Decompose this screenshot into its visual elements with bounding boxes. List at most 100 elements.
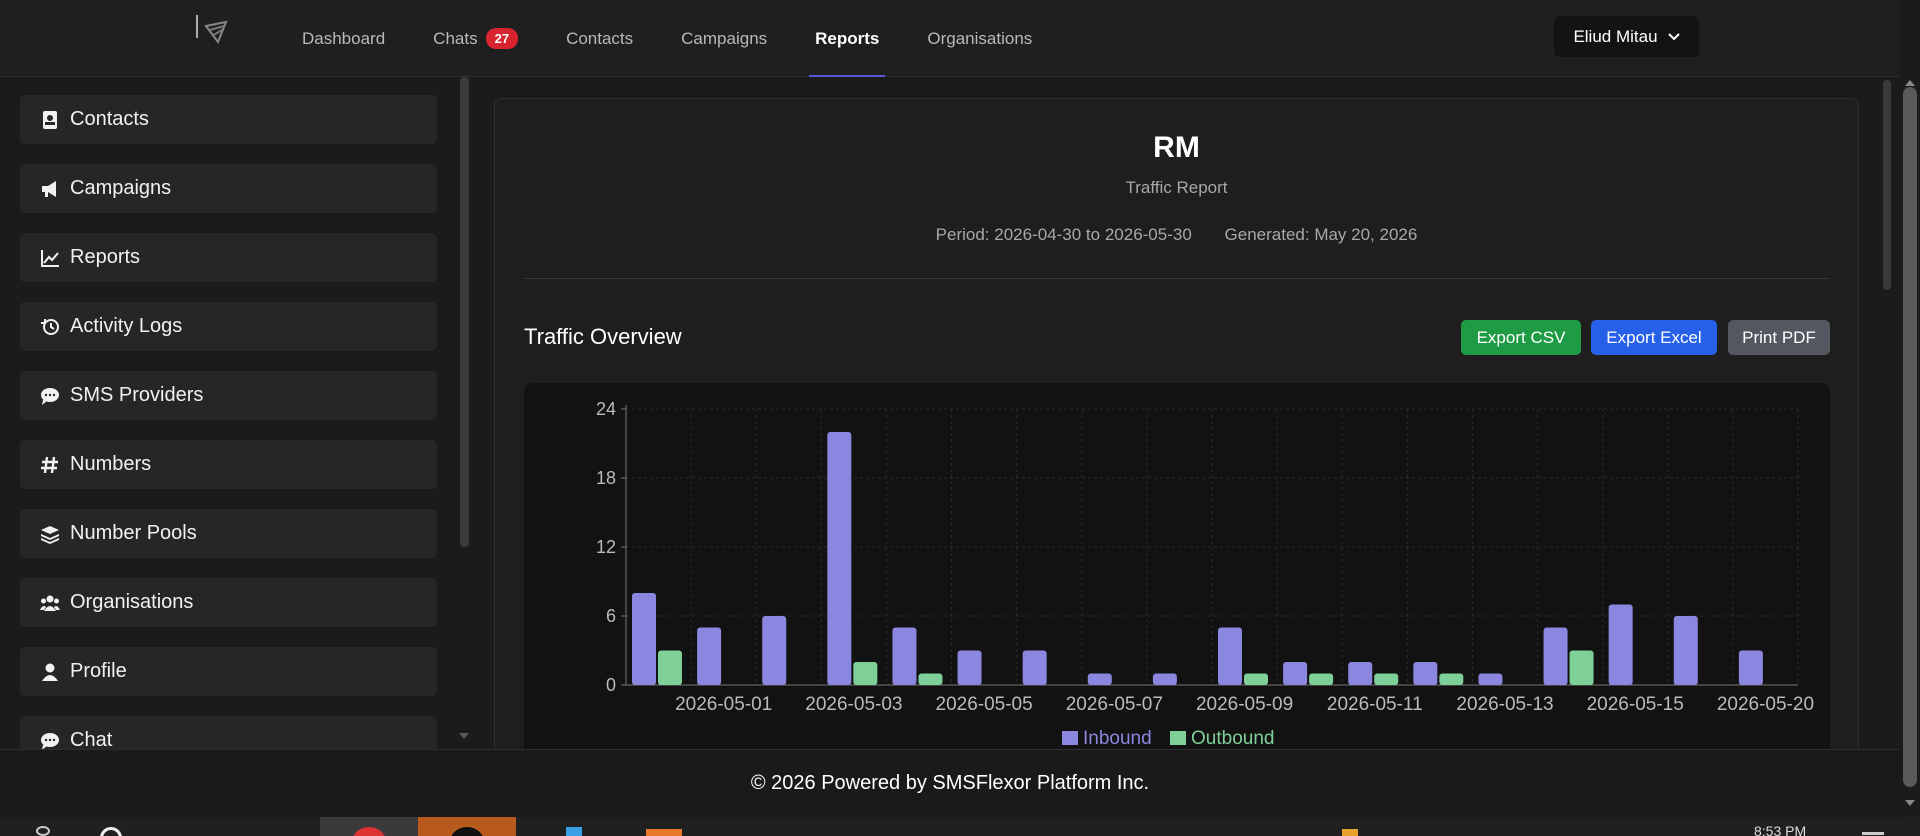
footer-text: © 2026 Powered by SMSFlexor Platform Inc… xyxy=(750,772,1150,794)
main-nav: Dashboard Chats 27 Contacts Campaigns Reports… xyxy=(278,0,1056,77)
users-icon xyxy=(40,595,60,611)
y-tick-label: 6 xyxy=(606,606,616,626)
app-orange-icon[interactable] xyxy=(646,829,682,836)
nav-campaigns[interactable]: Campaigns xyxy=(681,0,767,77)
inbound-bar xyxy=(957,650,982,685)
chats-unread-badge: 27 xyxy=(485,28,519,49)
search-icon[interactable] xyxy=(36,826,50,836)
scroll-up-icon[interactable] xyxy=(1905,80,1915,86)
x-tick-label: 2026-05-07 xyxy=(1066,694,1163,715)
sidebar: Contacts Campaigns Reports Activity Logs SMS… xyxy=(0,77,470,749)
nav-dashboard[interactable]: Dashboard xyxy=(302,0,385,77)
sidebar-item-profile[interactable]: Profile xyxy=(20,647,437,696)
legend-swatch-outbound xyxy=(1170,731,1186,745)
sms-icon xyxy=(41,732,59,749)
app-red-icon[interactable] xyxy=(352,827,386,836)
hash-icon xyxy=(41,456,58,473)
inbound-bar xyxy=(632,593,656,685)
print-pdf-button[interactable]: Print PDF xyxy=(1728,320,1830,355)
outbound-bar xyxy=(918,673,943,685)
sidebar-item-contacts[interactable]: Contacts xyxy=(20,95,437,144)
clock-time[interactable]: 8:53 PM xyxy=(1754,823,1807,836)
sidebar-item-campaigns[interactable]: Campaigns xyxy=(20,164,437,213)
inbound-bar xyxy=(1022,650,1047,685)
line-chart-icon xyxy=(41,249,59,267)
sidebar-item-numbers[interactable]: Numbers xyxy=(20,440,437,489)
sidebar-scrollbar[interactable] xyxy=(460,77,469,547)
inbound-bar xyxy=(1608,604,1633,685)
sms-icon xyxy=(41,387,59,405)
report-card: RM Traffic Report Period: 2026-04-30 to … xyxy=(494,98,1859,758)
report-period: Period: 2026-04-30 to 2026-05-30 xyxy=(935,225,1192,244)
inbound-bar xyxy=(1413,662,1438,685)
nav-chats[interactable]: Chats 27 xyxy=(433,0,519,77)
legend-label-outbound: Outbound xyxy=(1191,728,1274,749)
outbound-bar xyxy=(658,650,682,685)
taskbar-app-orange[interactable] xyxy=(418,817,516,836)
nav-label: Dashboard xyxy=(302,28,386,48)
os-taskbar: 8:53 PM xyxy=(0,817,1920,836)
sidebar-item-label: Reports xyxy=(70,246,141,268)
export-csv-button[interactable]: Export CSV xyxy=(1461,320,1581,355)
page-scrollbar[interactable] xyxy=(1900,77,1920,817)
inbound-bar xyxy=(1543,627,1568,685)
user-icon xyxy=(42,663,58,681)
x-tick-label: 2026-05-09 xyxy=(1196,694,1293,715)
sidebar-item-sms-providers[interactable]: SMS Providers xyxy=(20,371,437,420)
nav-label: Chats xyxy=(433,28,478,48)
y-tick-label: 0 xyxy=(606,675,616,695)
nav-label: Contacts xyxy=(566,28,634,48)
inbound-bar xyxy=(1738,650,1763,685)
sidebar-item-organisations[interactable]: Organisations xyxy=(20,578,437,627)
sidebar-item-activity-logs[interactable]: Activity Logs xyxy=(20,302,437,351)
sidebar-item-reports[interactable]: Reports xyxy=(20,233,437,282)
y-tick-label: 24 xyxy=(596,399,616,419)
scroll-down-icon[interactable] xyxy=(1905,800,1915,806)
inbound-bar xyxy=(1478,673,1503,685)
chrome-icon[interactable] xyxy=(100,827,122,836)
inbound-bar xyxy=(762,616,787,685)
sidebar-scroll-down-icon[interactable] xyxy=(459,733,469,739)
outbound-bar xyxy=(1439,673,1464,685)
inbound-bar xyxy=(697,627,722,685)
nav-reports[interactable]: Reports xyxy=(809,0,886,77)
x-tick-label: 2026-05-15 xyxy=(1587,694,1684,715)
traffic-chart-svg: 0 6 12 18 24 2026-05-01 2026-05-03 2026-05-05 20… xyxy=(596,399,1814,749)
traffic-chart: 0 6 12 18 24 2026-05-01 2026-05-03 2026-05-05 20… xyxy=(524,383,1830,757)
sidebar-item-label: Numbers xyxy=(70,453,152,475)
taskbar-app-active[interactable] xyxy=(320,817,418,836)
inbound-bar xyxy=(1673,616,1698,685)
address-book-icon xyxy=(43,110,57,129)
sidebar-item-chat[interactable]: Chat xyxy=(20,716,437,749)
tray-icon[interactable] xyxy=(1342,829,1358,836)
legend-swatch-inbound xyxy=(1062,731,1078,745)
export-excel-button[interactable]: Export Excel xyxy=(1591,320,1717,355)
inbound-bar xyxy=(1152,673,1177,685)
nav-label: Campaigns xyxy=(681,28,768,48)
content-scrollbar[interactable] xyxy=(1883,80,1891,290)
user-menu-button[interactable]: Eliud Mitau xyxy=(1554,16,1699,57)
sidebar-item-label: Organisations xyxy=(70,591,194,613)
sidebar-item-label: Profile xyxy=(70,660,127,682)
vscode-icon[interactable] xyxy=(566,827,582,836)
nav-contacts[interactable]: Contacts xyxy=(566,0,633,77)
user-name: Eliud Mitau xyxy=(1573,26,1658,46)
x-tick-label: 2026-05-13 xyxy=(1456,694,1553,715)
inbound-bar xyxy=(1283,662,1308,685)
outbound-bar xyxy=(853,662,878,685)
sidebar-item-label: Contacts xyxy=(70,108,149,130)
app-dark-icon[interactable] xyxy=(450,827,484,836)
sidebar-item-label: Number Pools xyxy=(70,522,197,544)
report-meta: Period: 2026-04-30 to 2026-05-30 Generat… xyxy=(495,225,1858,245)
inbound-bar xyxy=(892,627,917,685)
brand-logo-icon[interactable] xyxy=(196,14,236,54)
report-subtitle: Traffic Report xyxy=(1125,178,1228,197)
nav-organisations[interactable]: Organisations xyxy=(927,0,1032,77)
page-scrollbar-thumb[interactable] xyxy=(1903,87,1917,787)
outbound-bar xyxy=(1569,650,1594,685)
x-tick-label: 2026-05-11 xyxy=(1327,694,1423,715)
sidebar-item-number-pools[interactable]: Number Pools xyxy=(20,509,437,558)
notification-icon[interactable] xyxy=(1862,832,1884,835)
layers-icon xyxy=(41,525,59,544)
nav-label: Reports xyxy=(815,28,880,48)
